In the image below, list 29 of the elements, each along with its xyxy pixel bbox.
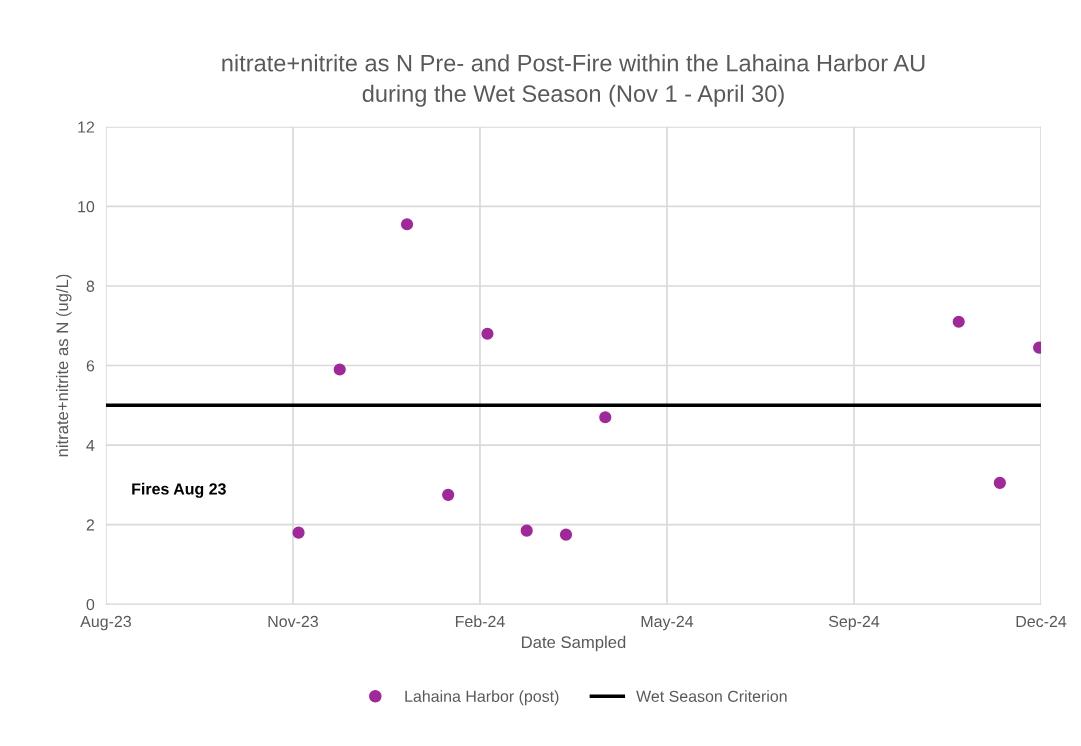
y-tick-label: 8 [86, 280, 95, 292]
x-tick-label: Dec-24 [1016, 615, 1067, 628]
legend-label: Lahaina Harbor (post) [405, 690, 559, 706]
point [292, 526, 305, 539]
x-tick-label: Feb-24 [455, 615, 505, 628]
point [952, 315, 965, 328]
y-tick-label: 6 [86, 360, 95, 372]
y-tick-label: 0 [86, 598, 95, 611]
point [400, 218, 414, 231]
point [559, 528, 573, 541]
y-tick-label: 4 [86, 439, 95, 451]
chart-title: nitrate+nitrite as N Pre- and Post-Fire within the Lahaina Harbor AU during the Wet Season (Nov 1 - April 30) [222, 54, 925, 107]
point [481, 327, 494, 340]
annotation: Fires Aug 23 [132, 482, 226, 498]
point [442, 488, 455, 501]
y-tick-label: 10 [78, 201, 95, 213]
point [599, 411, 612, 424]
point [993, 476, 1006, 489]
point [520, 524, 533, 537]
legend-label: Wet Season Criterion [636, 690, 787, 702]
y-axis-title: nitrate+nitrite as N (ug/L) [55, 274, 72, 457]
y-tick-label: 12 [78, 121, 95, 133]
point [333, 363, 346, 376]
x-tick-label: Nov-23 [268, 615, 318, 628]
x-tick-label: May-24 [641, 615, 694, 631]
x-tick-label: Aug-23 [80, 615, 131, 631]
x-axis-title: Date Sampled [522, 635, 626, 652]
x-tick-label: Sep-24 [828, 615, 880, 631]
y-tick-label: 2 [86, 519, 95, 531]
